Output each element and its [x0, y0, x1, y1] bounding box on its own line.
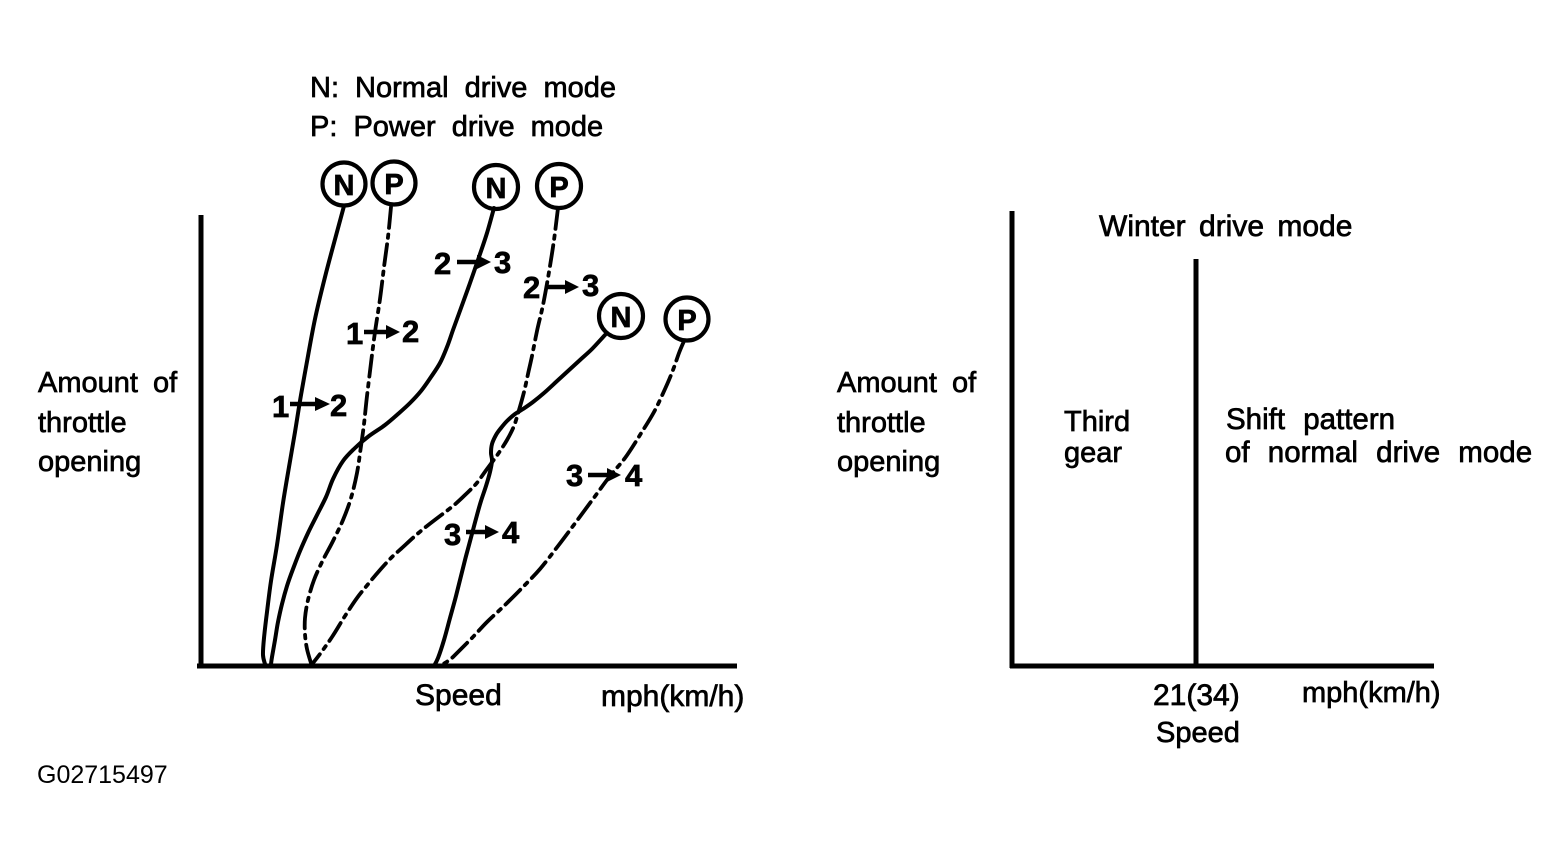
svg-text:3: 3 — [494, 245, 511, 280]
svg-text:Shift pattern: Shift pattern — [1226, 403, 1395, 436]
svg-text:Winter drive mode: Winter drive mode — [1099, 210, 1352, 243]
svg-text:21(34): 21(34) — [1153, 679, 1240, 712]
svg-text:2: 2 — [402, 314, 419, 349]
svg-text:1: 1 — [272, 389, 289, 424]
svg-text:2: 2 — [330, 388, 347, 423]
svg-text:P: P — [384, 169, 403, 201]
svg-text:3: 3 — [444, 517, 461, 552]
svg-text:G02715497: G02715497 — [37, 761, 168, 789]
svg-text:Speed: Speed — [1156, 717, 1240, 749]
svg-text:throttle: throttle — [837, 407, 926, 439]
svg-text:N: N — [334, 170, 355, 202]
svg-text:1: 1 — [346, 316, 363, 351]
svg-text:mph(km/h): mph(km/h) — [1302, 677, 1441, 709]
svg-text:Third: Third — [1064, 406, 1130, 438]
svg-text:gear: gear — [1064, 437, 1122, 469]
svg-text:P: Power drive mode: P: Power drive mode — [310, 111, 603, 143]
svg-text:N: N — [611, 302, 632, 334]
svg-text:N: Normal drive mode: N: Normal drive mode — [310, 72, 616, 104]
svg-text:2: 2 — [523, 270, 540, 305]
svg-text:Amount of: Amount of — [38, 367, 178, 399]
svg-text:Speed: Speed — [415, 679, 502, 712]
svg-text:Amount of: Amount of — [837, 367, 977, 399]
svg-text:4: 4 — [625, 458, 643, 493]
svg-text:of normal drive mode: of normal drive mode — [1225, 436, 1532, 469]
svg-text:mph(km/h): mph(km/h) — [601, 680, 744, 713]
svg-text:4: 4 — [502, 515, 520, 550]
svg-text:P: P — [549, 172, 568, 204]
svg-text:3: 3 — [566, 458, 583, 493]
svg-text:opening: opening — [837, 446, 940, 478]
svg-text:throttle: throttle — [38, 407, 127, 439]
svg-text:opening: opening — [38, 446, 141, 478]
svg-text:3: 3 — [582, 268, 599, 303]
svg-text:2: 2 — [434, 246, 451, 281]
svg-text:N: N — [486, 173, 507, 205]
svg-text:P: P — [677, 305, 696, 337]
